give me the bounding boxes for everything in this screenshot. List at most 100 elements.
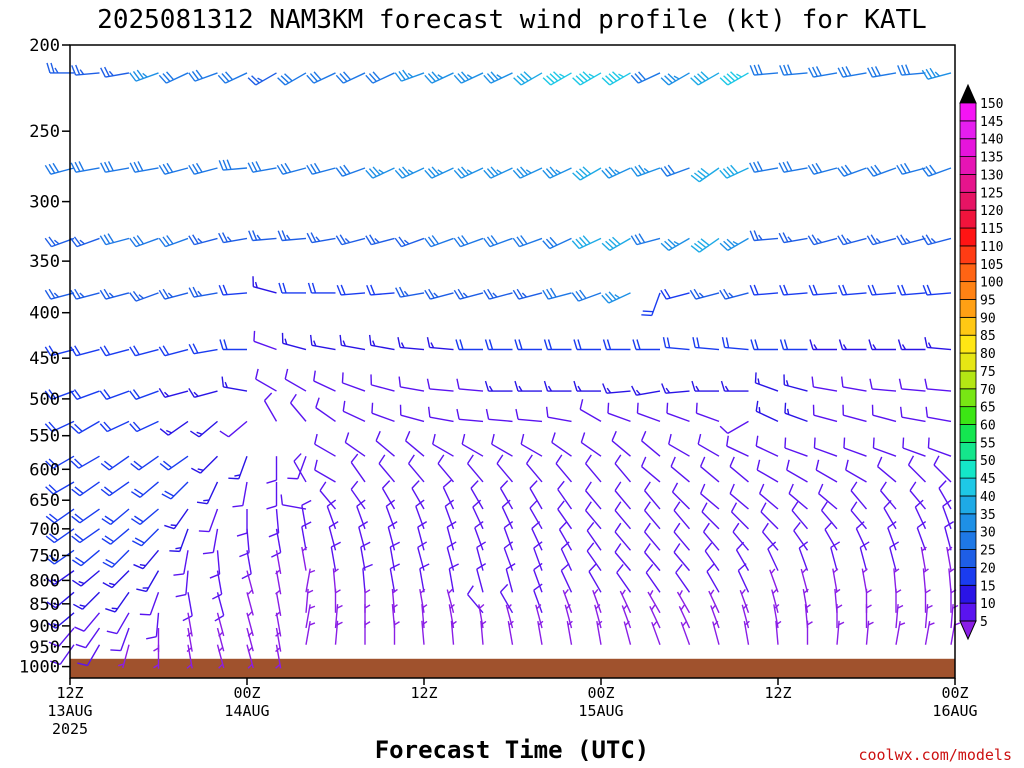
- wind-barb: [631, 385, 661, 396]
- barb-feather: [701, 502, 708, 513]
- barb-feather: [225, 71, 234, 81]
- barb-staff: [873, 447, 897, 457]
- barb-feather: [692, 337, 696, 348]
- barb-feather: [782, 161, 789, 172]
- barb-feather: [614, 294, 621, 299]
- wind-barb: [824, 521, 838, 551]
- wind-barb: [867, 66, 897, 78]
- barb-feather: [579, 399, 584, 410]
- barb-feather: [153, 647, 159, 652]
- barb-feather: [341, 372, 344, 383]
- barb-feather: [722, 168, 731, 177]
- barb-staff: [371, 412, 395, 423]
- barb-feather: [838, 339, 844, 350]
- barb-feather: [605, 75, 614, 84]
- barb-feather: [582, 71, 592, 80]
- barb-feather: [690, 245, 700, 253]
- barb-feather: [557, 500, 565, 510]
- barb-staff: [725, 292, 749, 300]
- barb-feather: [44, 423, 53, 432]
- barb-feather: [378, 169, 385, 174]
- wind-barb: [529, 499, 543, 530]
- barb-staff: [314, 443, 336, 457]
- wind-barb: [101, 508, 130, 526]
- barb-feather: [924, 378, 928, 390]
- barb-feather: [131, 518, 141, 526]
- wind-barb: [543, 380, 572, 392]
- barb-feather: [487, 288, 494, 299]
- barb-feather: [512, 289, 520, 300]
- wind-barb: [70, 288, 100, 300]
- barb-feather: [756, 161, 763, 172]
- wind-barb: [861, 568, 868, 593]
- barb-feather: [158, 346, 166, 357]
- barb-feather: [421, 604, 428, 609]
- barb-staff: [362, 568, 366, 593]
- wind-barb: [328, 521, 339, 551]
- wind-barb: [673, 501, 691, 530]
- credit-link[interactable]: coolwx.com/models: [858, 746, 1012, 764]
- wind-barb: [158, 388, 189, 398]
- wind-barb: [689, 288, 720, 300]
- barb-staff: [106, 390, 130, 400]
- x-tick-label: 15AUG: [578, 702, 623, 720]
- wind-barb: [755, 435, 779, 457]
- barb-feather: [846, 237, 852, 244]
- barb-staff: [666, 412, 690, 423]
- barb-staff: [649, 605, 661, 629]
- barb-feather: [385, 499, 396, 507]
- wind-barb: [668, 433, 690, 457]
- wind-barb: [809, 339, 837, 351]
- wind-barb: [692, 337, 720, 351]
- barb-feather: [693, 288, 701, 299]
- barb-feather: [403, 290, 409, 297]
- wind-barb: [158, 71, 189, 84]
- barb-feather: [276, 164, 284, 175]
- barb-staff: [216, 592, 225, 616]
- barb-feather: [844, 164, 853, 174]
- barb-feather: [486, 168, 495, 177]
- barb-feather: [749, 285, 755, 296]
- wind-barb: [701, 502, 720, 530]
- barb-feather: [815, 459, 820, 471]
- wind-barb: [397, 337, 425, 351]
- colorbar-label: 55: [980, 436, 996, 451]
- barb-staff: [149, 592, 160, 616]
- barb-feather: [902, 437, 905, 449]
- barb-feather: [927, 342, 932, 349]
- barb-feather: [791, 501, 799, 511]
- barb-feather: [944, 521, 955, 528]
- barb-staff: [371, 384, 395, 392]
- wind-barb: [350, 453, 366, 483]
- barb-staff: [76, 390, 100, 400]
- wind-barb: [895, 620, 906, 645]
- barb-staff: [739, 590, 750, 614]
- wind-barb: [887, 520, 897, 551]
- wind-barb: [499, 583, 514, 614]
- barb-staff: [727, 420, 749, 434]
- wind-barb: [630, 233, 661, 246]
- barb-staff: [313, 380, 336, 392]
- barb-feather: [407, 72, 414, 78]
- barb-staff: [641, 465, 661, 483]
- barb-feather: [728, 292, 734, 298]
- barb-feather: [164, 524, 175, 530]
- wind-barb: [275, 570, 282, 595]
- wind-barb: [732, 522, 750, 551]
- colorbar-swatch: [959, 477, 977, 497]
- wind-barb: [252, 276, 277, 294]
- colorbar-label: 140: [980, 133, 1003, 148]
- wind-barb: [675, 564, 691, 593]
- wind-barb: [499, 480, 514, 510]
- barb-staff: [533, 547, 543, 571]
- wind-barb: [533, 583, 543, 614]
- wind-barb: [720, 380, 749, 392]
- barb-feather: [608, 238, 618, 247]
- barb-feather: [867, 621, 874, 626]
- barb-feather: [662, 337, 667, 348]
- wind-barb: [571, 235, 602, 250]
- wind-barb: [381, 480, 396, 510]
- wind-barb: [691, 380, 719, 392]
- barb-feather: [71, 515, 81, 524]
- barb-feather: [266, 479, 277, 484]
